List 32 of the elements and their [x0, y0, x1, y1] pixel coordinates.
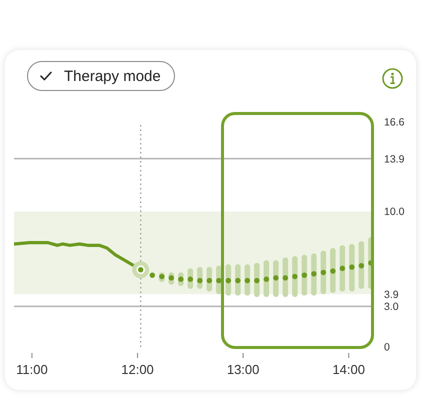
point [282, 275, 288, 281]
point [358, 262, 364, 268]
point [197, 278, 203, 284]
point [340, 266, 346, 272]
point [254, 278, 260, 284]
x-tick-label: 14:00 [332, 362, 365, 377]
point [349, 264, 355, 270]
y-tick-label: 10.0 [384, 206, 405, 218]
point [311, 271, 317, 277]
text: Therapy mode [64, 68, 161, 84]
x-tick-label: 13:00 [226, 362, 260, 377]
x-tick-label: 12:00 [121, 362, 154, 377]
point [244, 278, 250, 284]
point [150, 272, 156, 278]
point [330, 268, 336, 274]
point [168, 275, 174, 281]
point [302, 272, 308, 278]
x-tick-label: 11:00 [16, 362, 48, 377]
y-tick-label: 13.9 [384, 153, 405, 166]
point [188, 276, 194, 282]
point [178, 276, 184, 282]
point [235, 278, 241, 284]
point [292, 274, 298, 280]
y-tick-label: 16.6 [384, 116, 405, 129]
y-tick-label: 3.0 [384, 301, 399, 314]
point [206, 278, 212, 284]
y-tick-label: 3.9 [384, 288, 399, 301]
y-tick-label: 0 [384, 342, 390, 354]
point [226, 278, 232, 284]
point [264, 276, 270, 282]
point [320, 270, 326, 276]
point [273, 275, 279, 281]
